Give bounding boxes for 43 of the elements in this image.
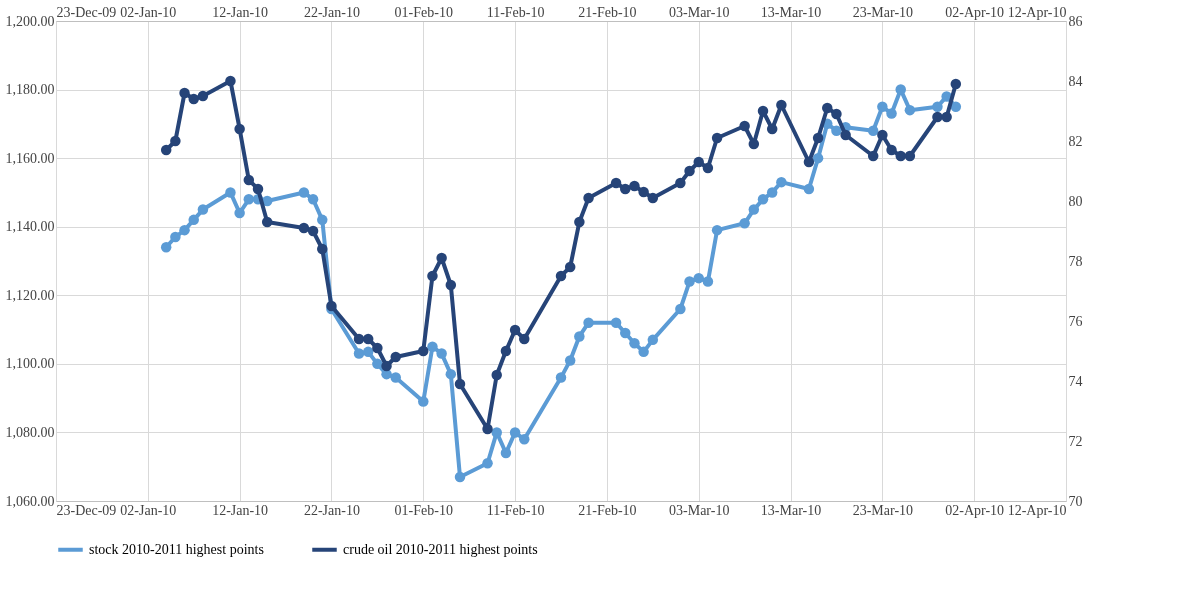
y2-tick-label: 82	[1068, 133, 1083, 149]
x-tick-label: 22-Jan-10	[303, 502, 360, 518]
x2-tick-label: 02-Apr-10	[945, 4, 1005, 20]
x2-tick-label: 13-Mar-10	[760, 4, 822, 20]
x-tick-label: 02-Apr-10	[945, 502, 1005, 518]
x-tick-label: 13-Mar-10	[760, 502, 822, 518]
y2-tick-label: 86	[1068, 13, 1083, 29]
x-tick-label: 11-Feb-10	[486, 502, 545, 518]
x-tick-label: 12-Apr-10	[1007, 502, 1067, 518]
x2-tick-label: 12-Apr-10	[1007, 4, 1067, 20]
y2-tick-label: 76	[1068, 313, 1083, 329]
y-tick-label: 1,100.00	[5, 356, 55, 372]
y-tick-label: 1,160.00	[5, 150, 55, 166]
x-tick-label: 23-Mar-10	[852, 502, 914, 518]
y-tick-label: 1,080.00	[5, 424, 55, 440]
x2-tick-label: 23-Dec-09	[56, 4, 117, 20]
legend-label: stock 2010-2011 highest points	[89, 541, 264, 557]
y2-tick-label: 72	[1068, 433, 1083, 449]
x2-tick-label: 12-Jan-10	[212, 4, 269, 20]
x-tick-label: 23-Dec-09	[56, 502, 117, 518]
x2-tick-label: 02-Jan-10	[120, 4, 177, 20]
y-tick-label: 1,200.00	[5, 13, 55, 29]
y2-tick-label: 80	[1068, 193, 1083, 209]
x-tick-label: 12-Jan-10	[212, 502, 269, 518]
x-tick-label: 02-Jan-10	[120, 502, 177, 518]
x-tick-label: 21-Feb-10	[578, 502, 637, 518]
y-tick-label: 1,140.00	[5, 219, 55, 235]
x2-tick-label: 22-Jan-10	[303, 4, 360, 20]
x-tick-label: 03-Mar-10	[669, 502, 730, 518]
x-tick-label: 01-Feb-10	[394, 502, 453, 518]
y-tick-label: 1,180.00	[5, 82, 55, 98]
y2-tick-label: 78	[1068, 253, 1083, 269]
x2-tick-label: 23-Mar-10	[852, 4, 914, 20]
x2-tick-label: 21-Feb-10	[578, 4, 637, 20]
y2-tick-label: 70	[1068, 493, 1083, 509]
x2-tick-label: 03-Mar-10	[669, 4, 730, 20]
legend-label: crude oil 2010-2011 highest points	[343, 541, 538, 557]
y-tick-label: 1,060.00	[5, 493, 55, 509]
y-tick-label: 1,120.00	[5, 287, 55, 303]
x2-tick-label: 01-Feb-10	[394, 4, 453, 20]
y2-tick-label: 84	[1068, 73, 1083, 89]
y2-tick-label: 74	[1068, 373, 1083, 389]
x2-tick-label: 11-Feb-10	[486, 4, 545, 20]
